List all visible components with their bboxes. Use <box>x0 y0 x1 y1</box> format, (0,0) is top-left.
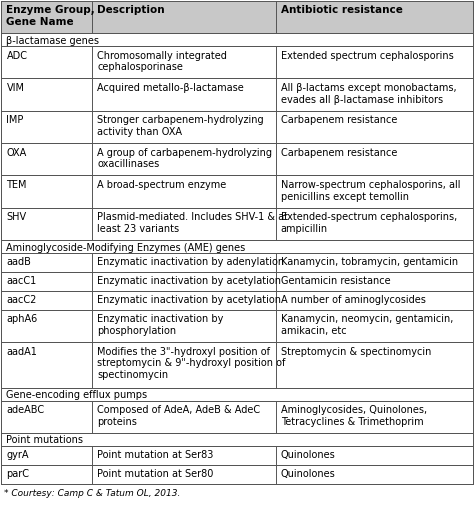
Text: IMP: IMP <box>7 115 24 125</box>
Text: Extended-spectrum cephalosporins,
ampicillin: Extended-spectrum cephalosporins, ampici… <box>281 212 457 233</box>
Text: aacC2: aacC2 <box>7 295 37 305</box>
Text: A number of aminoglycosides: A number of aminoglycosides <box>281 295 426 305</box>
Text: Carbapenem resistance: Carbapenem resistance <box>281 147 397 158</box>
Text: aphA6: aphA6 <box>7 314 37 324</box>
Bar <box>1 2 473 34</box>
Text: A broad-spectrum enzyme: A broad-spectrum enzyme <box>98 180 227 189</box>
Text: Carbapenem resistance: Carbapenem resistance <box>281 115 397 125</box>
Text: Quinolones: Quinolones <box>281 449 336 459</box>
Text: Plasmid-mediated. Includes SHV-1 & at
least 23 variants: Plasmid-mediated. Includes SHV-1 & at le… <box>98 212 289 233</box>
Text: Stronger carbapenem-hydrolyzing
activity than OXA: Stronger carbapenem-hydrolyzing activity… <box>98 115 264 136</box>
Text: Kanamycin, tobramycin, gentamicin: Kanamycin, tobramycin, gentamicin <box>281 257 458 267</box>
Text: ADC: ADC <box>7 50 27 61</box>
Text: aacC1: aacC1 <box>7 276 36 286</box>
Text: Antibiotic resistance: Antibiotic resistance <box>281 6 403 16</box>
Bar <box>1 112 473 144</box>
Text: Extended spectrum cephalosporins: Extended spectrum cephalosporins <box>281 50 454 61</box>
Bar <box>1 254 473 272</box>
Text: Gentamicin resistance: Gentamicin resistance <box>281 276 391 286</box>
Text: aadA1: aadA1 <box>7 346 37 356</box>
Text: TEM: TEM <box>7 180 27 189</box>
Text: Enzymatic inactivation by adenylation: Enzymatic inactivation by adenylation <box>98 257 284 267</box>
Text: Enzymatic inactivation by acetylation: Enzymatic inactivation by acetylation <box>98 276 282 286</box>
Bar <box>1 291 473 310</box>
Bar <box>1 144 473 176</box>
Bar <box>1 433 473 446</box>
Text: parC: parC <box>7 468 29 478</box>
Text: Modifies the 3"-hydroxyl position of
streptomycin & 9"-hydroxyl position of
spec: Modifies the 3"-hydroxyl position of str… <box>98 346 286 379</box>
Bar <box>1 176 473 209</box>
Bar <box>1 209 473 241</box>
Text: Enzyme Group,
Gene Name: Enzyme Group, Gene Name <box>7 6 95 27</box>
Bar <box>1 47 473 79</box>
Text: Streptomycin & spectinomycin: Streptomycin & spectinomycin <box>281 346 431 356</box>
Text: Point mutations: Point mutations <box>7 434 83 444</box>
Text: * Courtesy: Camp C & Tatum OL, 2013.: * Courtesy: Camp C & Tatum OL, 2013. <box>4 488 180 497</box>
Text: SHV: SHV <box>7 212 27 222</box>
Bar <box>1 79 473 112</box>
Text: A group of carbapenem-hydrolyzing
oxacillinases: A group of carbapenem-hydrolyzing oxacil… <box>98 147 273 169</box>
Text: Kanamycin, neomycin, gentamicin,
amikacin, etc: Kanamycin, neomycin, gentamicin, amikaci… <box>281 314 453 335</box>
Text: Narrow-spectrum cephalosporins, all
penicillins except temollin: Narrow-spectrum cephalosporins, all peni… <box>281 180 460 201</box>
Text: Composed of AdeA, AdeB & AdeC
proteins: Composed of AdeA, AdeB & AdeC proteins <box>98 405 261 426</box>
Text: Description: Description <box>98 6 165 16</box>
Bar <box>1 465 473 484</box>
Bar <box>1 310 473 342</box>
Text: Acquired metallo-β-lactamase: Acquired metallo-β-lactamase <box>98 83 244 93</box>
Bar <box>1 388 473 401</box>
Text: Point mutation at Ser80: Point mutation at Ser80 <box>98 468 214 478</box>
Text: Gene-encoding efflux pumps: Gene-encoding efflux pumps <box>7 389 147 399</box>
Text: VIM: VIM <box>7 83 25 93</box>
Text: Aminoglycoside-Modifying Enzymes (AME) genes: Aminoglycoside-Modifying Enzymes (AME) g… <box>7 242 246 252</box>
Bar <box>1 446 473 465</box>
Bar <box>1 34 473 47</box>
Text: Chromosomally integrated
cephalosporinase: Chromosomally integrated cephalosporinas… <box>98 50 228 72</box>
Text: Point mutation at Ser83: Point mutation at Ser83 <box>98 449 214 459</box>
Text: Quinolones: Quinolones <box>281 468 336 478</box>
Text: OXA: OXA <box>7 147 27 158</box>
Text: β-lactamase genes: β-lactamase genes <box>7 36 100 45</box>
Text: aadB: aadB <box>7 257 31 267</box>
Text: Aminoglycosides, Quinolones,
Tetracyclines & Trimethoprim: Aminoglycosides, Quinolones, Tetracyclin… <box>281 405 427 426</box>
Text: Enzymatic inactivation by acetylation: Enzymatic inactivation by acetylation <box>98 295 282 305</box>
Bar <box>1 342 473 388</box>
Bar <box>1 272 473 291</box>
Text: gyrA: gyrA <box>7 449 29 459</box>
Bar <box>1 241 473 254</box>
Bar <box>1 401 473 433</box>
Text: All β-lactams except monobactams,
evades all β-lactamase inhibitors: All β-lactams except monobactams, evades… <box>281 83 456 105</box>
Text: Enzymatic inactivation by
phosphorylation: Enzymatic inactivation by phosphorylatio… <box>98 314 224 335</box>
Text: adeABC: adeABC <box>7 405 45 414</box>
